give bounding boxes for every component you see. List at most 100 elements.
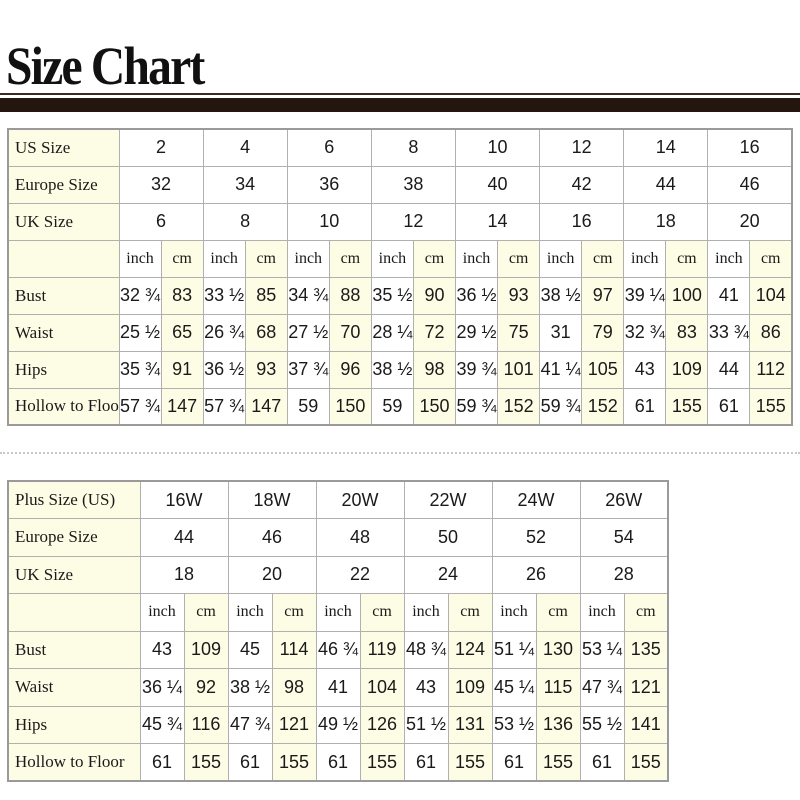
inch-cell: 43: [623, 350, 667, 389]
cm-cell: 155: [535, 743, 581, 782]
row-label: Waist: [7, 668, 141, 707]
measure-row: Waist 36 ¼ 92 38 ½ 98 41 104 43 109 45 ¼ 115 47 ¾ 12…: [7, 668, 669, 707]
cm-cell: 155: [183, 743, 229, 782]
cm-cell: 114: [271, 630, 317, 669]
inch-cell: 41: [707, 276, 751, 315]
row-label: Hollow to Floor: [7, 387, 120, 426]
inch-cell: 51 ¼: [491, 630, 537, 669]
inch-cell: 59: [370, 387, 414, 426]
unit-cm: cm: [497, 239, 541, 278]
size-cell: 16: [539, 202, 625, 241]
cm-cell: 109: [447, 668, 493, 707]
unit-cm: cm: [749, 239, 793, 278]
measure-row: Waist 25 ½ 65 26 ¾ 68 27 ½ 70 28 ¼ 72 29 ½ 75 31 79 3…: [7, 313, 793, 352]
cm-cell: 83: [665, 313, 709, 352]
inch-cell: 59 ¾: [454, 387, 499, 426]
unit-inch: inch: [539, 239, 583, 278]
inch-cell: 25 ½: [118, 313, 162, 352]
cm-cell: 88: [328, 276, 372, 315]
row-label: Bust: [7, 630, 141, 669]
inch-cell: 55 ½: [579, 705, 625, 744]
row-label: Plus Size (US): [7, 480, 141, 519]
inch-cell: 61: [623, 387, 667, 426]
unit-inch: inch: [623, 239, 667, 278]
cm-cell: 100: [665, 276, 709, 315]
measure-row: Hips 45 ¾ 116 47 ¾ 121 49 ½ 126 51 ½ 131 53 ½ 136 5…: [7, 705, 669, 744]
row-label: Hips: [7, 350, 120, 389]
inch-cell: 44: [707, 350, 751, 389]
unit-cm: cm: [160, 239, 204, 278]
inch-cell: 32 ¾: [623, 313, 667, 352]
inch-cell: 27 ½: [286, 313, 330, 352]
cm-cell: 116: [183, 705, 229, 744]
cm-cell: 152: [497, 387, 541, 426]
unit-cm: cm: [271, 593, 317, 632]
cm-cell: 147: [160, 387, 204, 426]
unit-cm: cm: [447, 593, 493, 632]
measure-row: Hollow to Floor 57 ¾ 147 57 ¾ 147 59 150 59 150 5…: [7, 387, 793, 426]
size-cell: 2: [118, 128, 204, 167]
unit-inch: inch: [491, 593, 537, 632]
plus-size-table: Plus Size (US) 16W 18W 20W 22W 24W 26W Europe S…: [7, 480, 669, 782]
unit-inch: inch: [370, 239, 414, 278]
size-cell: 14: [623, 128, 709, 167]
unit-label-blank: [7, 593, 141, 632]
cm-cell: 141: [623, 705, 669, 744]
cm-cell: 152: [581, 387, 625, 426]
size-cell: 50: [403, 518, 493, 557]
inch-cell: 31: [539, 313, 583, 352]
row-label: Hollow to Floor: [7, 743, 141, 782]
inch-cell: 43: [403, 668, 449, 707]
inch-cell: 61: [491, 743, 537, 782]
cm-cell: 131: [447, 705, 493, 744]
inch-cell: 32 ¾: [118, 276, 162, 315]
inch-cell: 59: [286, 387, 330, 426]
size-cell: 46: [707, 165, 793, 204]
unit-cm: cm: [183, 593, 229, 632]
size-cell: 38: [370, 165, 457, 204]
cm-cell: 109: [183, 630, 229, 669]
inch-cell: 53 ½: [491, 705, 537, 744]
cm-cell: 79: [581, 313, 625, 352]
unit-cm: cm: [665, 239, 709, 278]
size-cell: 6: [118, 202, 204, 241]
row-label: Waist: [7, 313, 120, 352]
cm-cell: 90: [412, 276, 457, 315]
cm-cell: 115: [535, 668, 581, 707]
title-thick-rule: [0, 98, 800, 112]
unit-inch: inch: [139, 593, 185, 632]
page-title: Size Chart: [6, 36, 205, 96]
size-cell: 26: [491, 555, 581, 594]
size-cell: 48: [315, 518, 405, 557]
cm-cell: 83: [160, 276, 204, 315]
unit-cm: cm: [328, 239, 372, 278]
cm-cell: 130: [535, 630, 581, 669]
cm-cell: 98: [271, 668, 317, 707]
inch-cell: 61: [403, 743, 449, 782]
inch-cell: 38 ½: [227, 668, 273, 707]
unit-inch: inch: [202, 239, 246, 278]
unit-inch: inch: [403, 593, 449, 632]
unit-inch: inch: [579, 593, 625, 632]
cm-cell: 97: [581, 276, 625, 315]
size-cell: 18: [139, 555, 229, 594]
inch-cell: 37 ¾: [286, 350, 330, 389]
size-cell: 22: [315, 555, 405, 594]
size-cell: 16: [707, 128, 793, 167]
title-thin-rule: [0, 93, 800, 95]
inch-cell: 45 ¾: [139, 705, 185, 744]
inch-cell: 61: [579, 743, 625, 782]
unit-inch: inch: [315, 593, 361, 632]
cm-cell: 124: [447, 630, 493, 669]
row-label: UK Size: [7, 555, 141, 594]
cm-cell: 135: [623, 630, 669, 669]
unit-cm: cm: [535, 593, 581, 632]
size-cell: 4: [202, 128, 288, 167]
row-label: Europe Size: [7, 518, 141, 557]
unit-inch: inch: [454, 239, 499, 278]
size-cell: 52: [491, 518, 581, 557]
size-cell: 20: [227, 555, 317, 594]
size-cell: 12: [539, 128, 625, 167]
cm-cell: 150: [412, 387, 457, 426]
